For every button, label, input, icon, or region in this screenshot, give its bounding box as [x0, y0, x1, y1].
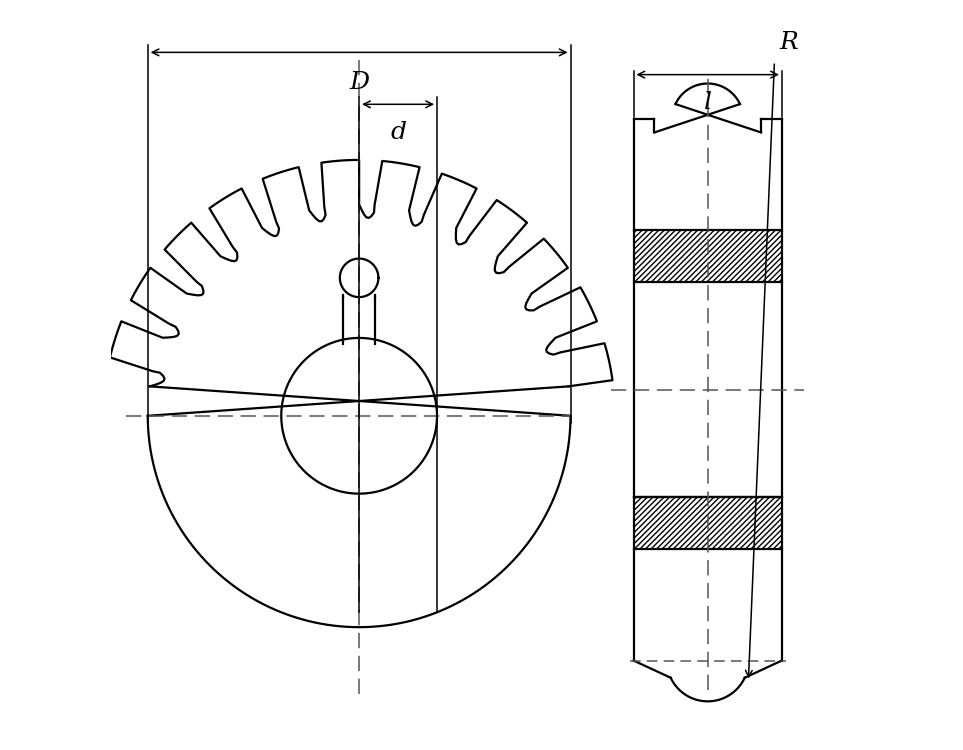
- Text: D: D: [350, 71, 369, 94]
- Text: R: R: [780, 32, 798, 54]
- Text: l: l: [704, 91, 712, 114]
- Text: d: d: [390, 121, 406, 143]
- Bar: [634, 497, 782, 549]
- Bar: [634, 230, 782, 282]
